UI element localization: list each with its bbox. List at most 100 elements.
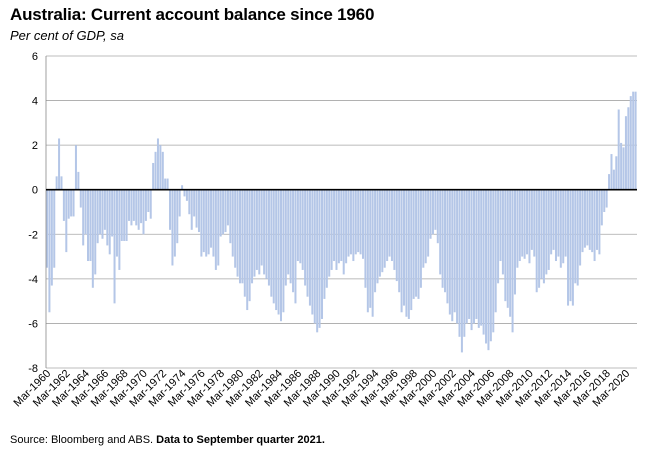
- bar: [581, 189, 584, 253]
- bar: [550, 189, 553, 255]
- bar: [530, 189, 533, 250]
- bar: [513, 189, 516, 295]
- bar: [125, 189, 128, 241]
- bar: [538, 189, 541, 288]
- y-tick-label: 6: [32, 51, 38, 63]
- bar: [248, 189, 251, 302]
- bar: [72, 189, 75, 217]
- bar: [289, 189, 292, 284]
- bar: [263, 189, 266, 275]
- bar: [159, 145, 162, 190]
- bar: [424, 189, 427, 264]
- bar: [101, 189, 104, 239]
- bar: [265, 189, 268, 279]
- bar: [74, 145, 77, 190]
- bar: [229, 189, 232, 244]
- bar: [559, 189, 562, 268]
- bar: [347, 189, 350, 257]
- bar: [65, 189, 68, 253]
- bar: [87, 189, 90, 262]
- bar: [130, 189, 133, 226]
- bar: [311, 189, 314, 315]
- bar: [395, 189, 398, 282]
- bar: [111, 189, 114, 237]
- bar: [67, 189, 70, 219]
- bar: [352, 189, 355, 262]
- bar: [357, 189, 360, 253]
- bar: [627, 107, 630, 190]
- bar: [444, 189, 447, 293]
- bar: [634, 91, 637, 190]
- chart-title: Australia: Current account balance since…: [10, 5, 375, 24]
- bar: [48, 189, 51, 313]
- bar: [574, 189, 577, 284]
- data-period-note: Data to September quarter 2021.: [156, 434, 325, 446]
- y-tick-label: 0: [32, 185, 38, 197]
- bar: [226, 189, 229, 226]
- bar: [516, 189, 519, 268]
- bar: [224, 189, 227, 233]
- bar: [393, 189, 396, 270]
- bar: [294, 189, 297, 304]
- bar: [58, 138, 61, 190]
- bar: [84, 189, 87, 235]
- bar: [202, 189, 205, 253]
- bar: [270, 189, 273, 297]
- bar: [241, 189, 244, 284]
- source-note: Source: Bloomberg and ABS. Data to Septe…: [10, 434, 325, 446]
- bar: [55, 176, 58, 190]
- bar: [608, 174, 611, 190]
- bar: [53, 189, 56, 268]
- bar: [374, 189, 377, 293]
- bar: [275, 189, 278, 311]
- bar: [77, 171, 80, 190]
- bar: [378, 189, 381, 277]
- bar: [497, 189, 500, 284]
- bar: [586, 189, 589, 246]
- bar: [429, 189, 432, 239]
- bar: [506, 189, 509, 308]
- bar: [89, 189, 92, 262]
- bar: [615, 156, 618, 190]
- bar: [528, 189, 531, 264]
- bar: [349, 189, 352, 255]
- bar: [610, 154, 613, 190]
- bar: [427, 189, 430, 257]
- bar: [453, 189, 456, 313]
- bar: [321, 189, 324, 319]
- bar: [287, 189, 290, 275]
- chart-subtitle: Per cent of GDP, sa: [10, 28, 124, 43]
- bar: [337, 189, 340, 264]
- bar: [583, 189, 586, 248]
- bar: [501, 189, 504, 275]
- bar: [135, 189, 138, 226]
- bar: [142, 189, 145, 235]
- bar: [410, 189, 413, 311]
- gridlines: [46, 55, 637, 369]
- bar: [624, 116, 627, 190]
- y-axis-ticks: 6 4 2 0 -2 -4 -6 -8: [28, 51, 38, 375]
- bar: [94, 189, 97, 275]
- bar: [120, 189, 123, 241]
- y-tick-label: -4: [28, 274, 38, 286]
- bar: [171, 189, 174, 266]
- bar: [140, 189, 143, 224]
- bar: [193, 189, 196, 217]
- bar: [600, 189, 603, 226]
- bar: [354, 189, 357, 255]
- bar: [366, 189, 369, 313]
- bar: [190, 189, 193, 230]
- bar: [456, 189, 459, 324]
- x-axis-ticks: Mar-1960Mar-1962Mar-1964Mar-1966Mar-1968…: [12, 368, 633, 410]
- bar: [369, 189, 372, 308]
- bar: [222, 189, 225, 235]
- bar: [313, 189, 316, 324]
- bar: [400, 189, 403, 313]
- bar: [441, 189, 444, 288]
- bar: [292, 189, 295, 293]
- bar: [521, 189, 524, 257]
- bar: [542, 189, 545, 284]
- bar: [535, 189, 538, 293]
- axes: [45, 56, 637, 368]
- source-text: Source: Bloomberg and ABS.: [10, 434, 154, 446]
